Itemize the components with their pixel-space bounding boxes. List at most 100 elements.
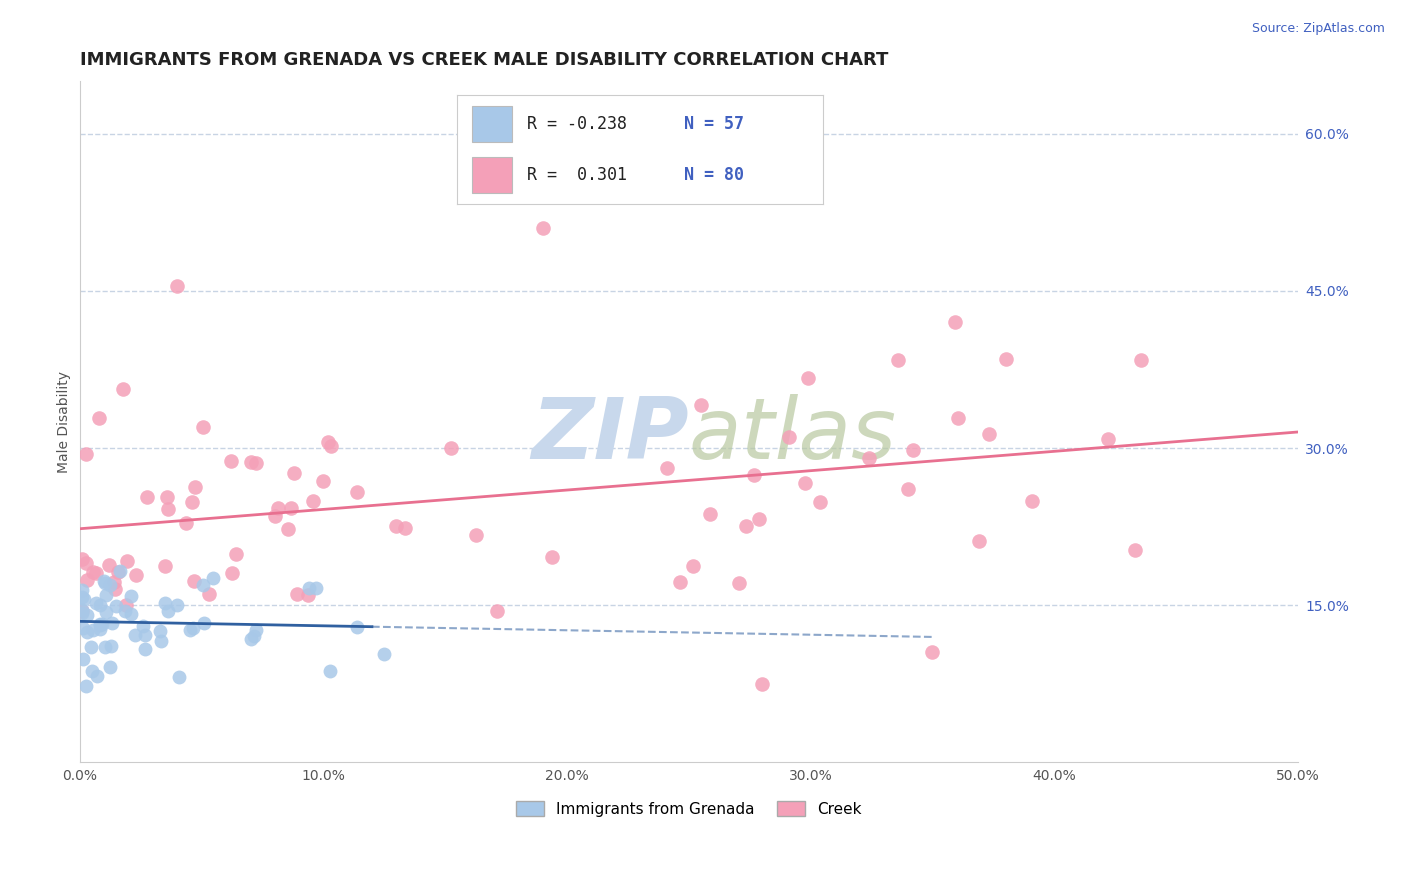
Point <box>96 588 118 602</box>
Point <box>797 371 820 385</box>
Point <box>183 480 205 494</box>
Point <box>858 451 880 466</box>
Point <box>82 565 104 579</box>
Point <box>305 581 328 595</box>
Point <box>75 556 97 570</box>
Point <box>742 468 765 483</box>
Point <box>967 533 990 548</box>
Point <box>117 554 139 568</box>
Point <box>89 618 111 632</box>
Point <box>149 633 172 648</box>
Point <box>98 660 121 674</box>
Point <box>75 679 97 693</box>
Point <box>166 278 188 293</box>
Point <box>346 484 368 499</box>
Point <box>70 602 93 616</box>
Point <box>318 664 340 678</box>
Text: IMMIGRANTS FROM GRENADA VS CREEK MALE DISABILITY CORRELATION CHART: IMMIGRANTS FROM GRENADA VS CREEK MALE DI… <box>80 51 887 69</box>
Point <box>668 575 690 590</box>
Point <box>1123 543 1146 558</box>
Text: #c8d8ec: #c8d8ec <box>689 434 695 435</box>
Point <box>76 625 98 640</box>
Point <box>72 652 94 666</box>
Point <box>98 578 121 592</box>
Point <box>243 628 266 642</box>
Point <box>156 491 179 505</box>
Text: Source: ZipAtlas.com: Source: ZipAtlas.com <box>1251 22 1385 36</box>
Point <box>153 595 176 609</box>
Point <box>76 608 98 623</box>
Point <box>174 516 197 530</box>
Point <box>191 578 214 592</box>
Point <box>298 581 321 595</box>
Point <box>84 566 107 580</box>
Point <box>689 398 711 412</box>
Point <box>897 482 920 496</box>
Point <box>946 411 969 425</box>
Point <box>267 501 290 516</box>
Y-axis label: Male Disability: Male Disability <box>58 371 72 473</box>
Point <box>87 410 110 425</box>
Point <box>104 582 127 597</box>
Point <box>75 447 97 461</box>
Legend: Immigrants from Grenada, Creek: Immigrants from Grenada, Creek <box>510 795 868 823</box>
Point <box>134 642 156 657</box>
Point <box>302 494 325 508</box>
Point <box>198 587 221 601</box>
Point <box>136 491 159 505</box>
Point <box>103 575 125 590</box>
Point <box>778 430 800 444</box>
Point <box>373 648 395 662</box>
Point <box>609 153 631 167</box>
Point <box>346 620 368 634</box>
Point <box>82 623 104 637</box>
Point <box>316 435 339 450</box>
Point <box>193 615 215 630</box>
Point <box>125 567 148 582</box>
Point <box>682 558 704 573</box>
Point <box>156 604 179 618</box>
Point <box>465 528 488 542</box>
Point <box>84 596 107 610</box>
Point <box>80 640 103 654</box>
Point <box>943 315 966 329</box>
Point <box>101 616 124 631</box>
Point <box>193 419 215 434</box>
Point <box>277 522 299 536</box>
Point <box>751 677 773 691</box>
Point <box>312 474 335 488</box>
Point <box>321 439 343 453</box>
Point <box>240 455 263 469</box>
Point <box>93 640 115 654</box>
Point <box>263 509 285 524</box>
Point <box>179 623 201 637</box>
Point <box>149 624 172 638</box>
Point <box>1097 432 1119 446</box>
Point <box>70 590 93 604</box>
Point <box>808 494 831 508</box>
Point <box>225 548 247 562</box>
Point <box>297 588 319 602</box>
Point <box>70 582 93 597</box>
Point <box>384 518 406 533</box>
Point <box>180 495 202 509</box>
Text: ZIP: ZIP <box>531 394 689 477</box>
Point <box>97 558 120 572</box>
Point <box>80 664 103 678</box>
Point <box>114 598 136 612</box>
Point <box>70 606 93 620</box>
Point <box>201 571 224 585</box>
Point <box>735 519 758 533</box>
Point <box>72 621 94 635</box>
Point <box>887 353 910 368</box>
Point <box>89 598 111 612</box>
Point <box>245 456 267 470</box>
Point <box>1021 494 1043 508</box>
Point <box>114 604 136 618</box>
Point <box>440 442 463 456</box>
Point <box>181 621 204 635</box>
Point <box>485 603 508 617</box>
Point <box>156 502 179 516</box>
Point <box>134 628 156 642</box>
Point <box>287 587 309 601</box>
